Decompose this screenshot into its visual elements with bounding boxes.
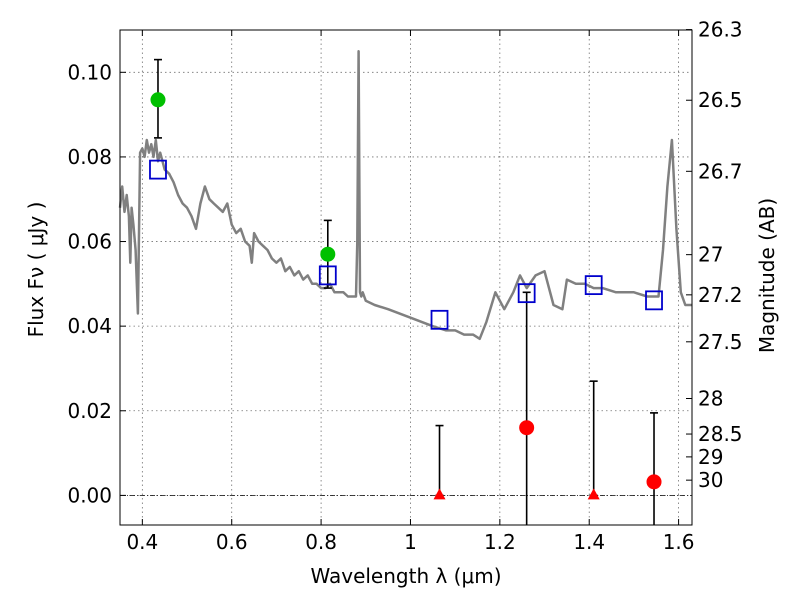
model-band-flux-marker xyxy=(149,159,167,180)
model-band-flux-marker xyxy=(517,283,536,304)
right-tick-label: 27.2 xyxy=(698,283,743,307)
y-tick-label: 0.00 xyxy=(67,483,112,507)
plot-frame xyxy=(119,29,693,526)
model-band-flux-marker xyxy=(318,265,337,286)
right-tick-label: 26.5 xyxy=(698,88,743,112)
y-tick-labels: 0.00 0.02 0.04 0.06 0.08 0.10 xyxy=(67,60,112,507)
x-axis-label: Wavelength λ (μm) xyxy=(310,564,501,588)
model-band-flux-marker xyxy=(645,290,663,311)
data-markers xyxy=(149,92,663,500)
model-spectrum xyxy=(118,49,692,341)
spectrum-line xyxy=(118,49,692,341)
model-band-flux-marker xyxy=(430,309,449,330)
flux-point-marker xyxy=(646,474,662,490)
error-bars xyxy=(153,58,659,525)
flux-point-marker xyxy=(320,246,336,262)
right-tick-label: 29 xyxy=(698,445,723,469)
right-axis-label: Magnitude (AB) xyxy=(755,198,779,353)
x-tick-label: 1.4 xyxy=(573,530,605,554)
x-tick-label: 0.4 xyxy=(126,530,158,554)
grid xyxy=(120,30,692,525)
y-tick-label: 0.06 xyxy=(67,230,112,254)
model-band-flux-marker xyxy=(584,275,603,296)
right-tick-label: 28 xyxy=(698,387,723,411)
y-tick-label: 0.10 xyxy=(67,60,112,84)
right-tick-label: 28.5 xyxy=(698,422,743,446)
x-tick-label: 0.6 xyxy=(216,530,248,554)
flux-point-marker xyxy=(150,92,166,108)
x-tick-label: 1.2 xyxy=(484,530,516,554)
y-tick-label: 0.08 xyxy=(67,145,112,169)
upper-limit-marker xyxy=(587,488,600,500)
right-tick-label: 30 xyxy=(698,468,723,492)
axis-ticks xyxy=(120,29,692,525)
x-tick-label: 1.6 xyxy=(663,530,695,554)
right-tick-label: 26.3 xyxy=(698,18,743,42)
upper-limit-marker xyxy=(433,488,446,500)
right-tick-label: 26.7 xyxy=(698,159,743,183)
x-tick-label: 1 xyxy=(404,530,417,554)
y-tick-label: 0.02 xyxy=(67,399,112,423)
x-tick-labels: 0.4 0.6 0.8 1 1.2 1.4 1.6 xyxy=(126,530,694,554)
x-tick-label: 0.8 xyxy=(305,530,337,554)
right-tick-label: 27 xyxy=(698,243,723,267)
y-axis-label: Flux Fν ( μJy ) xyxy=(24,202,48,338)
right-tick-label: 27.5 xyxy=(698,330,743,354)
y-tick-label: 0.04 xyxy=(67,314,112,338)
flux-point-marker xyxy=(519,420,535,436)
